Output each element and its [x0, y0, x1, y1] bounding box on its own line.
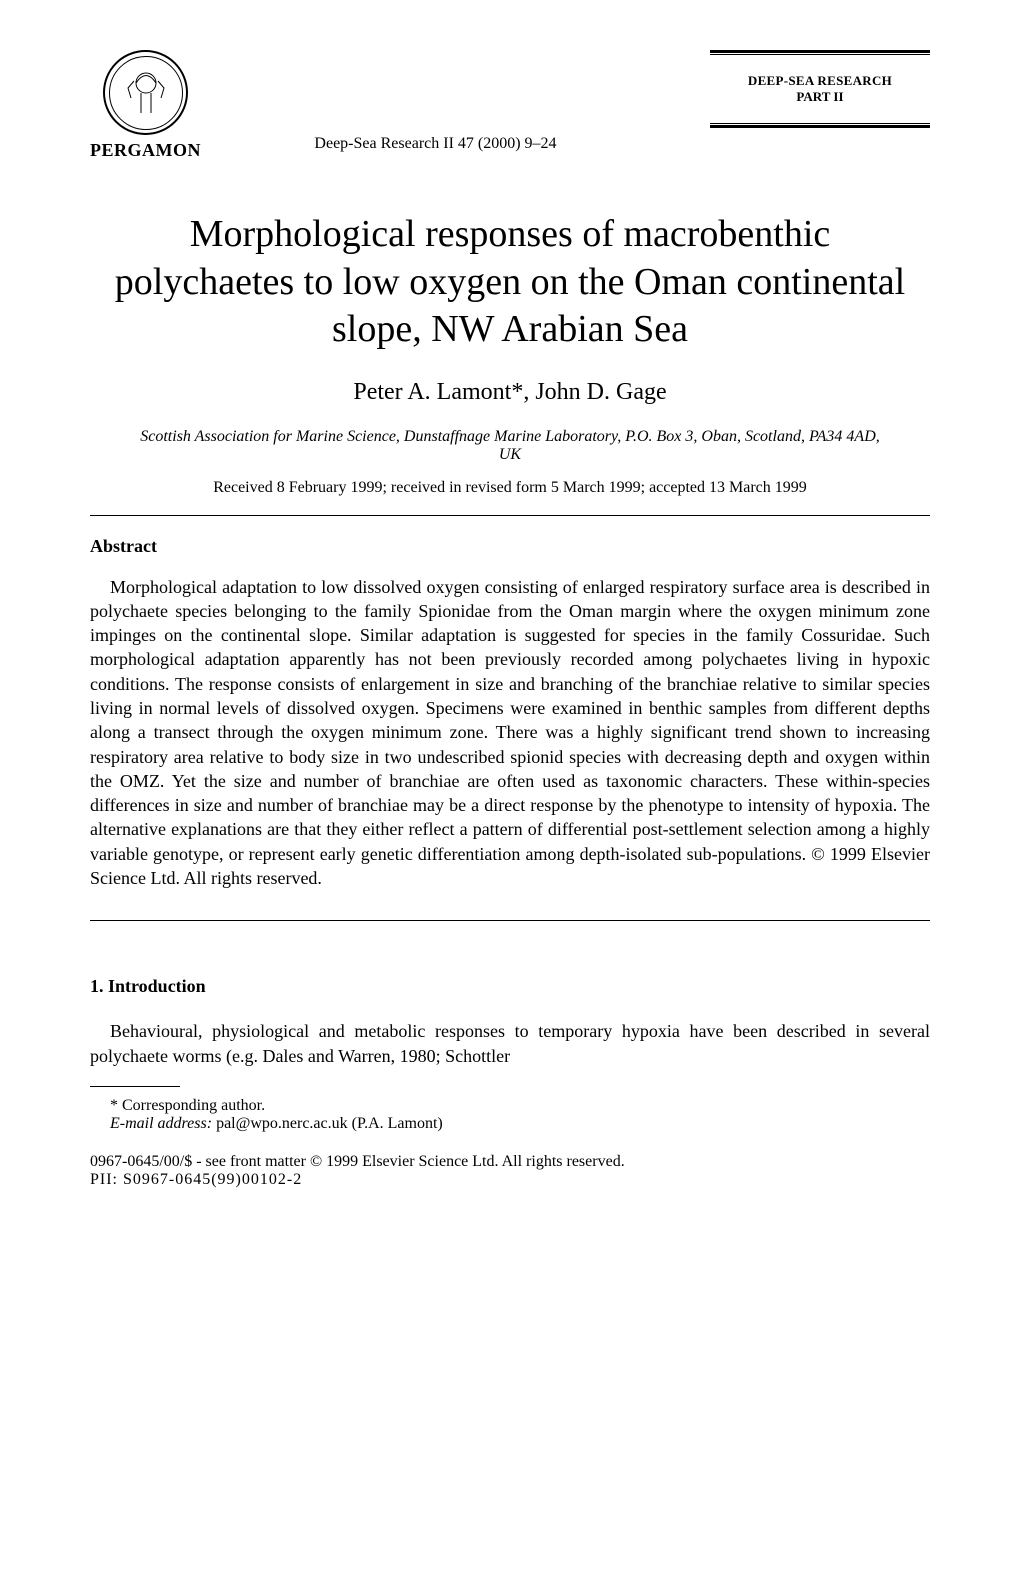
separator-rule	[90, 515, 930, 516]
publisher-logo-area: PERGAMON	[90, 50, 201, 161]
author-affiliation: Scottish Association for Marine Science,…	[90, 428, 930, 464]
introduction-text: Behavioural, physiological and metabolic…	[90, 1019, 930, 1068]
introduction-heading: 1. Introduction	[90, 976, 930, 997]
footnote-divider	[90, 1086, 180, 1087]
pii-line: PII: S0967-0645(99)00102-2	[90, 1171, 930, 1189]
journal-citation: Deep-Sea Research II 47 (2000) 9–24	[314, 135, 556, 153]
email-label: E-mail address:	[110, 1115, 212, 1132]
article-title: Morphological responses of macrobenthic …	[90, 211, 930, 354]
journal-name: DEEP-SEA RESEARCH	[710, 73, 930, 89]
article-dates: Received 8 February 1999; received in re…	[90, 479, 930, 497]
email-footnote: E-mail address: pal@wpo.nerc.ac.uk (P.A.…	[90, 1115, 930, 1133]
corresponding-author-note: * Corresponding author.	[90, 1097, 930, 1115]
copyright-line: 0967-0645/00/$ - see front matter © 1999…	[90, 1153, 930, 1171]
separator-rule	[90, 920, 930, 921]
article-authors: Peter A. Lamont*, John D. Gage	[90, 379, 930, 406]
email-value: pal@wpo.nerc.ac.uk (P.A. Lamont)	[212, 1115, 443, 1132]
pergamon-logo-icon	[103, 50, 188, 135]
publisher-name: PERGAMON	[90, 140, 201, 161]
page-header: PERGAMON Deep-Sea Research II 47 (2000) …	[90, 50, 930, 161]
journal-title-block: DEEP-SEA RESEARCH PART II	[710, 50, 930, 128]
journal-part: PART II	[710, 89, 930, 105]
abstract-text: Morphological adaptation to low dissolve…	[90, 575, 930, 891]
abstract-heading: Abstract	[90, 536, 930, 557]
